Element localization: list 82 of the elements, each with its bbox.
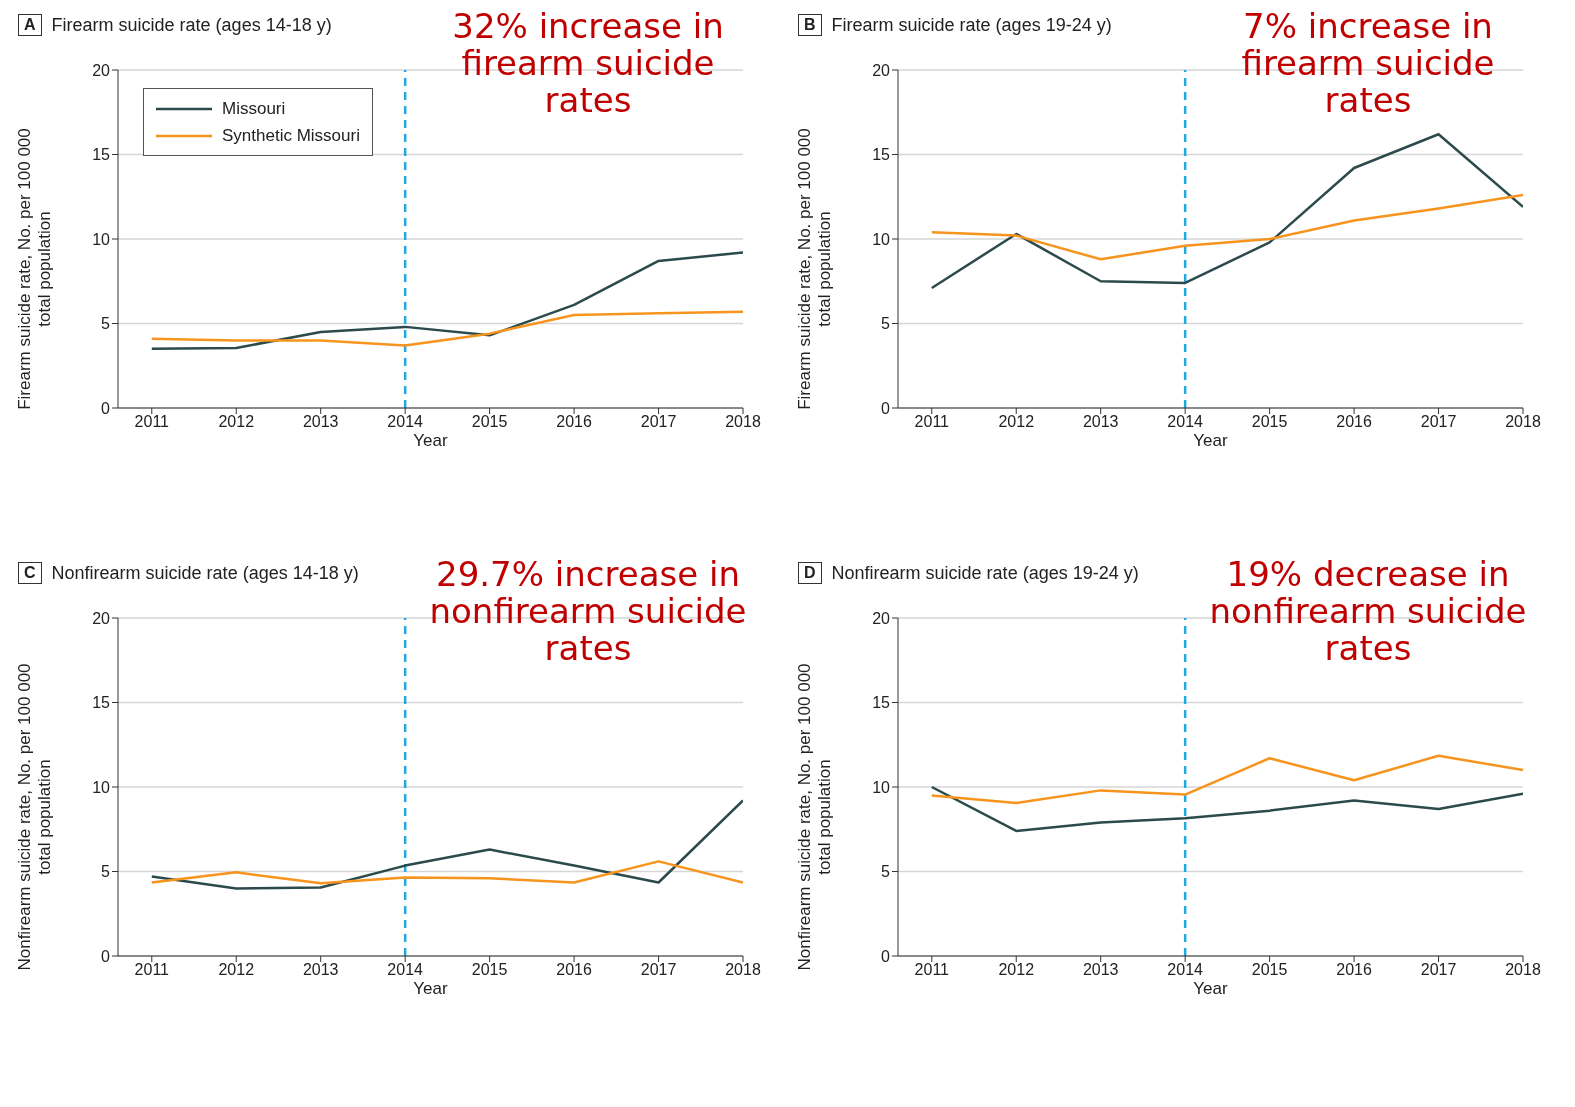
line-series [930,193,1523,261]
legend-label: Missouri [222,98,286,120]
x-tick-label: 2014 [1167,413,1204,431]
x-tick-label: 2018 [725,413,761,431]
x-tick-label: 2016 [556,413,592,431]
y-tick-label: 5 [101,863,111,881]
y-tick-label: 0 [881,947,891,965]
y-axis-title: Nonfirearm suicide rate, No. per 100 000 total population [795,663,834,971]
x-tick-label: 2018 [725,961,761,979]
text: D [798,562,822,584]
x-tick-label: 2016 [1336,413,1372,431]
x-tick-label: 2015 [471,413,508,431]
y-tick-label: 10 [872,230,891,248]
x-tick-label: 2011 [914,413,950,431]
y-tick-label: 15 [92,146,111,164]
x-tick-label: 2014 [387,413,424,431]
annotation: 19% decrease in nonfirearm suicide rates [1208,554,1528,668]
x-axis-title: Year [413,431,449,450]
x-axis-title: Year [413,979,449,998]
x-tick-label: 2018 [1505,413,1541,431]
x-tick-label: 2013 [1082,961,1119,979]
x-tick-label: 2013 [302,961,339,979]
x-tick-label: 2012 [998,961,1035,979]
text: B [798,14,822,36]
y-axis-title: Nonfirearm suicide rate, No. per 100 000 total population [15,663,54,971]
y-tick-label: 20 [92,609,111,627]
x-tick-label: 2015 [1251,961,1288,979]
chart-title: Firearm suicide rate (ages 19-24 y) [831,14,1112,36]
y-tick-label: 0 [101,947,111,965]
x-tick-label: 2017 [1420,961,1457,979]
chart-title: Firearm suicide rate (ages 14-18 y) [51,14,332,36]
line-series [150,251,743,351]
x-tick-label: 2017 [640,961,677,979]
y-tick-label: 20 [872,61,891,79]
annotation: 7% increase in firearm suicide rates [1240,6,1496,120]
chart-title: Nonfirearm suicide rate (ages 14-18 y) [51,562,359,584]
y-tick-label: 5 [881,863,891,881]
line-series [930,785,1523,833]
x-tick-label: 2018 [1505,961,1541,979]
x-axis-title: Year [1193,979,1229,998]
x-tick-label: 2017 [1420,413,1457,431]
y-tick-label: 15 [872,146,891,164]
line-series [930,132,1523,290]
y-tick-label: 0 [881,399,891,417]
legend-label: Synthetic Missouri [222,125,360,147]
x-tick-label: 2012 [218,413,255,431]
y-tick-label: 5 [101,315,111,333]
line-series [150,310,743,347]
chart-title: Nonfirearm suicide rate (ages 19-24 y) [831,562,1139,584]
x-tick-label: 2013 [1082,413,1119,431]
y-tick-label: 10 [92,230,111,248]
y-tick-label: 0 [101,399,111,417]
y-axis-title: Firearm suicide rate, No. per 100 000 total population [15,128,54,410]
x-axis-title: Year [1193,431,1229,450]
y-tick-label: 20 [872,609,891,627]
y-tick-label: 15 [872,694,891,712]
x-tick-label: 2011 [134,961,170,979]
y-tick-label: 20 [92,61,111,79]
x-tick-label: 2016 [1336,961,1372,979]
y-axis-title: Firearm suicide rate, No. per 100 000 total population [795,128,834,410]
line-series [150,860,743,885]
y-tick-label: 10 [872,778,891,796]
annotation: 32% increase in firearm suicide rates [451,6,725,120]
y-tick-label: 10 [92,778,111,796]
x-tick-label: 2013 [302,413,339,431]
text: C [18,562,42,584]
x-tick-label: 2016 [556,961,592,979]
x-tick-label: 2011 [134,413,170,431]
line-series [930,754,1523,805]
y-tick-label: 5 [881,315,891,333]
x-tick-label: 2015 [471,961,508,979]
x-tick-label: 2012 [218,961,255,979]
line-series [150,799,743,890]
x-tick-label: 2014 [1167,961,1204,979]
x-tick-label: 2012 [998,413,1035,431]
annotation: 29.7% increase in nonfirearm suicide rates [428,554,748,668]
text: A [18,14,42,36]
x-tick-label: 2011 [914,961,950,979]
y-tick-label: 15 [92,694,111,712]
x-tick-label: 2014 [387,961,424,979]
x-tick-label: 2017 [640,413,677,431]
x-tick-label: 2015 [1251,413,1288,431]
